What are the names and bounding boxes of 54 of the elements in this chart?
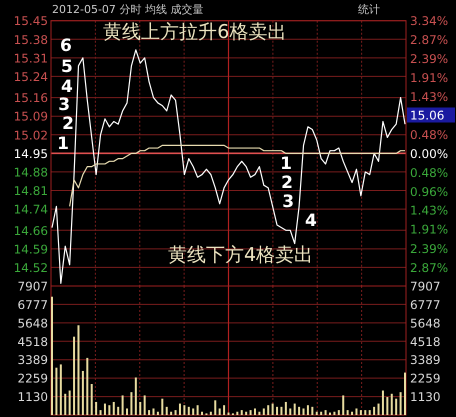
y2-tick-label: 3389 [410, 353, 441, 368]
y-tick-label: 14.95 [14, 146, 48, 161]
y2-tick-label: 2.87% [410, 260, 448, 275]
annotation: 3 [282, 192, 294, 212]
y-tick-label: 15.09 [14, 110, 48, 124]
y-tick-label: 15.24 [14, 70, 48, 84]
y2-tick-label: 0.48% [410, 166, 448, 180]
y-tick-label: 2259 [17, 372, 48, 386]
annotation: 2 [62, 114, 74, 134]
y-tick-label: 14.66 [14, 224, 48, 238]
y-tick-label: 14.52 [14, 260, 48, 275]
y2-tick-label: 2259 [410, 372, 441, 386]
y-tick-label: 14.88 [14, 165, 48, 180]
y2-tick-label: 0.48% [410, 128, 448, 142]
y-tick-label: 1130 [17, 390, 48, 404]
y2-tick-label: 1130 [410, 390, 441, 404]
y2-tick-label: 4518 [410, 334, 441, 349]
y-tick-label: 3389 [17, 353, 48, 368]
annotation: 3 [58, 95, 70, 115]
y-tick-label: 14.74 [14, 202, 48, 217]
annotation: 6 [60, 36, 72, 56]
annotation: 4 [304, 211, 317, 231]
y2-tick-label: 2.87% [410, 32, 448, 47]
y-tick-label: 15.16 [14, 91, 48, 106]
text: 15.06 [410, 108, 444, 122]
y2-tick-label: 1.91% [410, 70, 448, 85]
y2-tick-label: 7907 [410, 280, 441, 294]
annotation: 1 [280, 154, 292, 174]
y-tick-label: 15.02 [14, 128, 48, 142]
y2-tick-label: 0.00% [410, 146, 448, 161]
annotation: 5 [61, 57, 73, 77]
annotation: 4 [61, 77, 74, 97]
y2-tick-label: 2.39% [410, 52, 448, 66]
y2-tick-label: 1.43% [410, 90, 448, 104]
y2-tick-label: 6777 [410, 298, 441, 312]
y2-tick-label: 1.43% [410, 204, 448, 218]
y-tick-label: 7907 [17, 280, 48, 294]
y2-tick-label: 1.91% [410, 222, 448, 237]
y2-tick-label: 2.39% [410, 242, 448, 256]
y-tick-label: 6777 [17, 298, 48, 312]
y-tick-label: 14.59 [14, 242, 48, 256]
y2-tick-label: 5648 [410, 316, 441, 330]
annotation: 1 [57, 134, 69, 154]
y2-tick-label: 3.34% [410, 14, 448, 28]
y-tick-label: 4518 [17, 334, 48, 349]
y-tick-label: 15.31 [14, 51, 48, 66]
text: 统计 [358, 3, 380, 16]
y2-tick-label: 0.96% [410, 184, 448, 199]
y-tick-label: 15.38 [14, 32, 48, 47]
y-tick-label: 14.81 [14, 184, 48, 198]
annotation: 2 [281, 173, 293, 193]
y-tick-label: 5648 [17, 316, 48, 330]
y-tick-label: 15.45 [14, 14, 48, 28]
chart-title: 2012-05-07 分时 均线 成交量 [52, 3, 204, 16]
